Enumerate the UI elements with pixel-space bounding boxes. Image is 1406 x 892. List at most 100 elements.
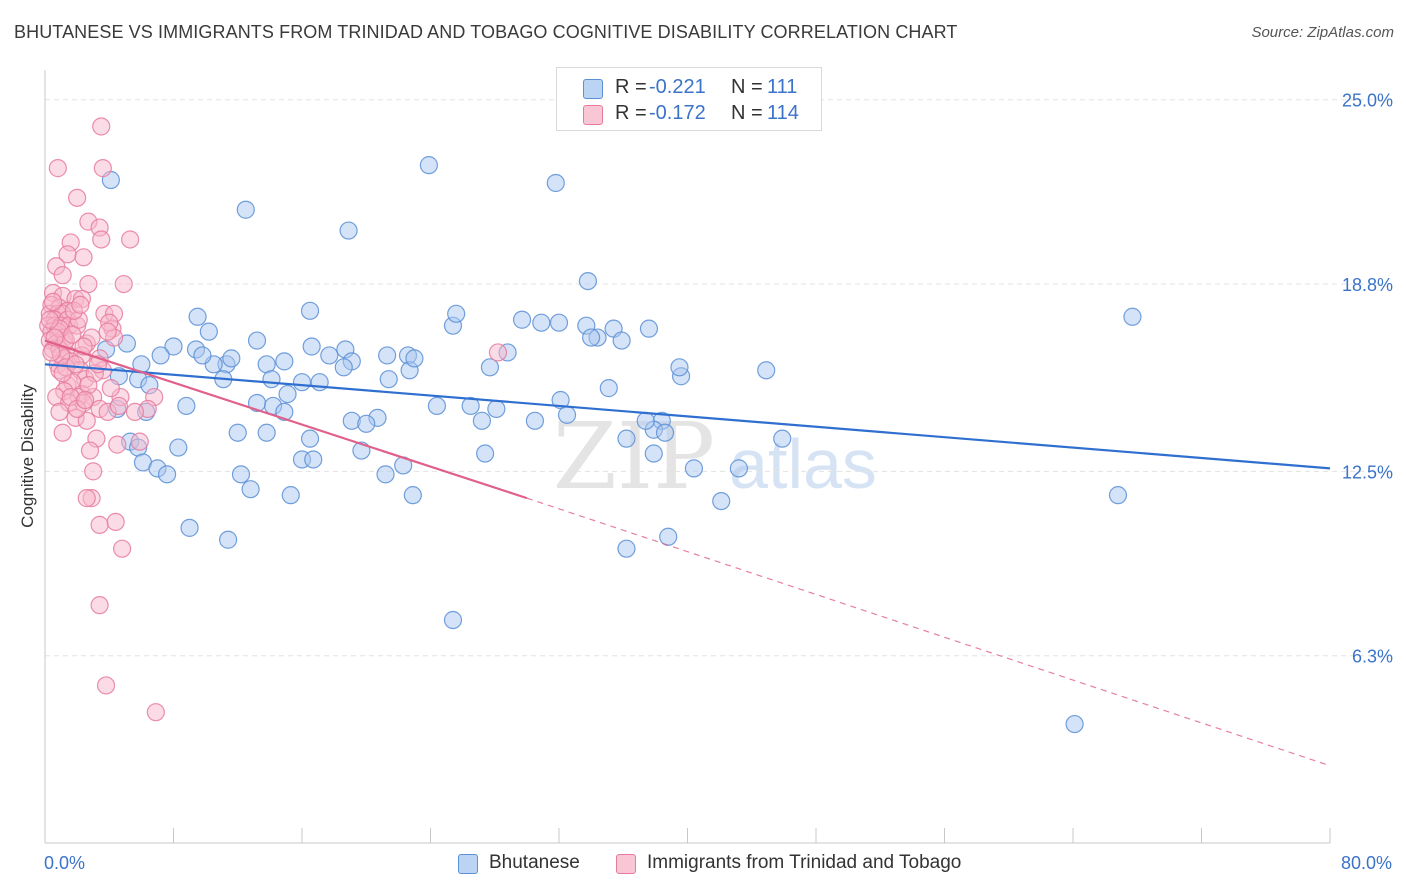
- data-point-bhutanese: [617, 429, 636, 448]
- data-point-bhutanese: [231, 465, 251, 484]
- y-tick-label: 12.5%: [1342, 462, 1393, 482]
- legend-swatch-bhutanese: [458, 854, 478, 874]
- data-point-bhutanese: [1108, 486, 1128, 505]
- legend-r-label: R =: [615, 102, 647, 124]
- data-point-bhutanese: [773, 429, 792, 448]
- legend-row-trinidad: R = -0.172 N = 114: [557, 100, 821, 128]
- data-point-trinidad: [106, 512, 125, 532]
- legend-label-trinidad: Immigrants from Trinidad and Tobago: [647, 852, 962, 873]
- data-point-trinidad: [92, 117, 111, 136]
- data-point-bhutanese: [357, 414, 376, 433]
- data-point-bhutanese: [461, 396, 480, 416]
- data-point-bhutanese: [405, 349, 424, 368]
- data-point-bhutanese: [1123, 307, 1142, 326]
- data-point-trinidad: [71, 295, 90, 314]
- data-point-bhutanese: [199, 322, 218, 341]
- data-point-bhutanese: [219, 530, 238, 549]
- data-point-bhutanese: [376, 465, 395, 484]
- data-point-bhutanese: [320, 346, 339, 365]
- data-point-trinidad: [79, 376, 98, 395]
- data-point-bhutanese: [639, 319, 659, 338]
- data-point-bhutanese: [582, 328, 601, 347]
- legend-swatch-trinidad: [583, 105, 603, 125]
- data-point-bhutanese: [275, 352, 294, 371]
- data-point-bhutanese: [549, 313, 569, 332]
- legend-n-value-trinidad: 114: [767, 102, 799, 124]
- data-point-bhutanese: [378, 346, 397, 365]
- legend-r-label: R =: [615, 76, 647, 98]
- data-point-bhutanese: [157, 465, 177, 484]
- data-point-bhutanese: [222, 349, 241, 368]
- data-point-bhutanese: [193, 346, 212, 365]
- data-point-bhutanese: [379, 370, 398, 389]
- series-legend: Bhutanese Immigrants from Trinidad and T…: [0, 850, 1406, 878]
- data-point-bhutanese: [177, 396, 196, 416]
- data-point-bhutanese: [275, 402, 294, 422]
- data-point-bhutanese: [164, 337, 183, 356]
- data-point-bhutanese: [292, 373, 312, 392]
- data-point-trinidad: [43, 292, 63, 311]
- data-point-bhutanese: [612, 331, 631, 350]
- data-point-trinidad: [93, 159, 112, 178]
- chart-title: BHUTANESE VS IMMIGRANTS FROM TRINIDAD AN…: [14, 22, 958, 42]
- data-point-bhutanese: [659, 527, 678, 546]
- data-point-trinidad: [76, 390, 95, 410]
- data-point-bhutanese: [712, 491, 731, 511]
- data-point-trinidad: [101, 379, 120, 398]
- data-point-trinidad: [40, 310, 59, 329]
- y-tick-label: 25.0%: [1342, 91, 1393, 111]
- data-point-bhutanese: [684, 459, 704, 478]
- data-point-bhutanese: [281, 486, 300, 505]
- data-point-trinidad: [74, 248, 93, 267]
- data-point-trinidad: [68, 188, 87, 207]
- legend-n-label: N =: [731, 76, 763, 98]
- data-point-bhutanese: [670, 358, 689, 377]
- data-point-trinidad: [48, 159, 67, 178]
- data-point-bhutanese: [578, 271, 598, 291]
- data-point-trinidad: [108, 435, 127, 454]
- legend-n-value-bhutanese: 111: [767, 76, 798, 98]
- data-point-bhutanese: [546, 173, 565, 193]
- legend-r-value-bhutanese: -0.221: [649, 76, 706, 98]
- data-point-bhutanese: [1065, 714, 1084, 734]
- data-point-trinidad: [96, 676, 116, 695]
- data-point-bhutanese: [188, 307, 207, 326]
- data-point-bhutanese: [169, 438, 188, 457]
- data-point-bhutanese: [419, 156, 438, 175]
- trend-line-trinidad-extension: [526, 497, 1331, 767]
- data-point-bhutanese: [443, 610, 463, 630]
- data-point-bhutanese: [300, 301, 320, 320]
- data-point-bhutanese: [339, 221, 358, 240]
- data-point-trinidad: [77, 411, 96, 430]
- trend-line-bhutanese: [44, 363, 1331, 470]
- correlation-legend: R = -0.221 N = 111 R = -0.172 N = 114: [556, 67, 822, 131]
- data-point-bhutanese: [655, 423, 675, 442]
- data-point-trinidad: [80, 441, 100, 460]
- watermark-zip: ZIP: [553, 403, 715, 510]
- data-point-bhutanese: [302, 337, 321, 356]
- data-point-bhutanese: [262, 370, 281, 389]
- data-point-bhutanese: [512, 310, 532, 329]
- data-point-bhutanese: [180, 518, 199, 537]
- data-point-bhutanese: [480, 358, 500, 377]
- data-point-bhutanese: [151, 346, 170, 365]
- data-point-bhutanese: [599, 379, 618, 398]
- data-point-bhutanese: [228, 423, 247, 442]
- data-point-trinidad: [121, 230, 140, 249]
- data-point-trinidad: [92, 230, 111, 249]
- source-label: Source: ZipAtlas.com: [1251, 24, 1394, 41]
- legend-row-bhutanese: R = -0.221 N = 111: [557, 74, 821, 102]
- data-point-trinidad: [488, 343, 508, 362]
- data-point-bhutanese: [476, 444, 495, 463]
- data-point-bhutanese: [757, 361, 776, 380]
- data-point-trinidad: [146, 703, 165, 722]
- data-point-trinidad: [63, 325, 82, 344]
- data-point-bhutanese: [278, 384, 297, 404]
- data-point-bhutanese: [236, 200, 255, 219]
- data-point-bhutanese: [247, 331, 267, 350]
- data-point-bhutanese: [447, 304, 466, 323]
- data-point-bhutanese: [472, 411, 491, 430]
- legend-swatch-trinidad: [616, 854, 636, 874]
- data-point-bhutanese: [525, 411, 545, 430]
